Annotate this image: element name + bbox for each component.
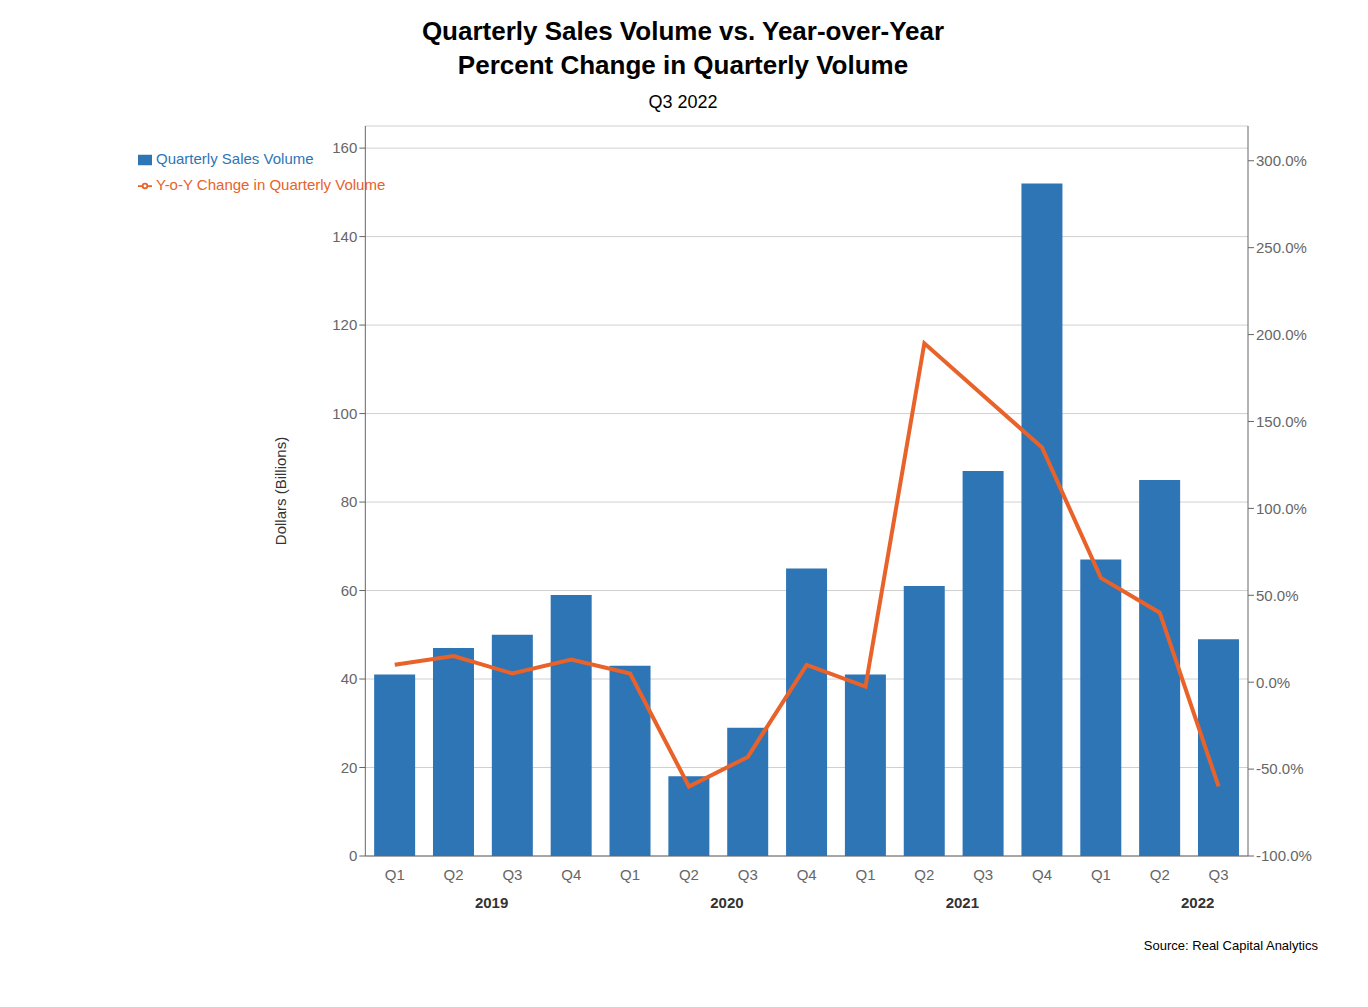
svg-text:250.0%: 250.0%: [1256, 239, 1307, 256]
svg-text:100: 100: [332, 405, 357, 422]
svg-text:2019: 2019: [475, 894, 508, 911]
svg-text:Q4: Q4: [797, 866, 817, 883]
svg-text:Q3: Q3: [973, 866, 993, 883]
svg-text:2022: 2022: [1181, 894, 1214, 911]
html-text:Quarterly Sales Volume: Quarterly Sales Volume: [156, 150, 314, 167]
svg-text:Q3: Q3: [738, 866, 758, 883]
svg-text:200.0%: 200.0%: [1256, 326, 1307, 343]
svg-text:40: 40: [341, 670, 358, 687]
svg-text:140: 140: [332, 228, 357, 245]
html-text:Q3 2022: Q3 2022: [648, 92, 718, 112]
svg-text:300.0%: 300.0%: [1256, 152, 1307, 169]
svg-text:Q1: Q1: [1091, 866, 1111, 883]
html-text:Source: Real Capital Analytics: Source: Real Capital Analytics: [1143, 938, 1318, 953]
svg-text:0.0%: 0.0%: [1256, 674, 1290, 691]
html-text:Y-o-Y Change in Quarterly Volu: Y-o-Y Change in Quarterly Volume: [156, 176, 386, 193]
svg-text:160: 160: [332, 139, 357, 156]
svg-text:Q2: Q2: [444, 866, 464, 883]
svg-text:2021: 2021: [946, 894, 979, 911]
svg-text:Q4: Q4: [561, 866, 581, 883]
svg-text:Q3: Q3: [1209, 866, 1229, 883]
svg-text:150.0%: 150.0%: [1256, 413, 1307, 430]
svg-text:Q2: Q2: [1150, 866, 1170, 883]
svg-text:Q2: Q2: [679, 866, 699, 883]
svg-text:-50.0%: -50.0%: [1256, 760, 1304, 777]
svg-text:Q2: Q2: [914, 866, 934, 883]
svg-text:Q1: Q1: [620, 866, 640, 883]
svg-text:50.0%: 50.0%: [1256, 587, 1299, 604]
svg-text:Q4: Q4: [1032, 866, 1052, 883]
svg-text:2020: 2020: [710, 894, 743, 911]
svg-text:Q1: Q1: [855, 866, 875, 883]
svg-text:-100.0%: -100.0%: [1256, 847, 1312, 864]
svg-text:100.0%: 100.0%: [1256, 500, 1307, 517]
svg-text:Q1: Q1: [385, 866, 405, 883]
html-text:Percent Change in Quarterly Vo: Percent Change in Quarterly Volume: [457, 50, 909, 80]
svg-text:Q3: Q3: [502, 866, 522, 883]
svg-text:120: 120: [332, 316, 357, 333]
svg-text:20: 20: [341, 759, 358, 776]
svg-text:Dollars (Billions): Dollars (Billions): [272, 437, 289, 545]
html-text:Quarterly Sales Volume vs. Yea: Quarterly Sales Volume vs. Year-over-Yea…: [421, 16, 945, 46]
svg-text:60: 60: [341, 582, 358, 599]
svg-text:0: 0: [349, 847, 357, 864]
svg-text:80: 80: [341, 493, 358, 510]
